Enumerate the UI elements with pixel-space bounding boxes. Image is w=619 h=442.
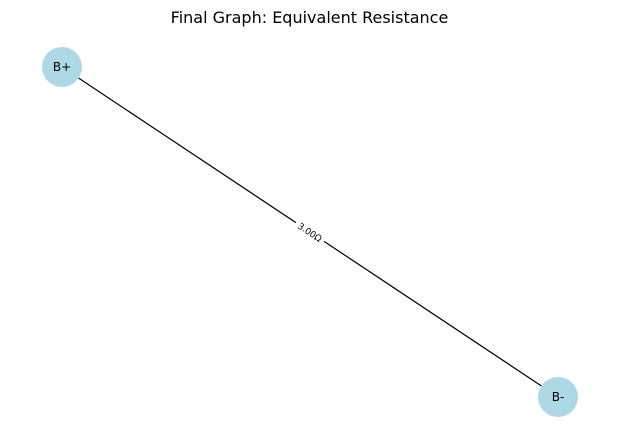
graph-title: Final Graph: Equivalent Resistance [170,8,449,27]
node-bminus: B- [538,377,578,417]
node-bplus: B+ [42,47,82,87]
edge-label-background [292,217,328,247]
node-bminus-circle [538,377,578,417]
node-bplus-circle [42,47,82,87]
edge-bplus-bminus: 3.00Ω [61,66,559,398]
node-bplus-label: B+ [53,60,71,74]
edge-label: 3.00Ω [292,217,328,247]
node-bminus-label: B- [552,390,565,404]
